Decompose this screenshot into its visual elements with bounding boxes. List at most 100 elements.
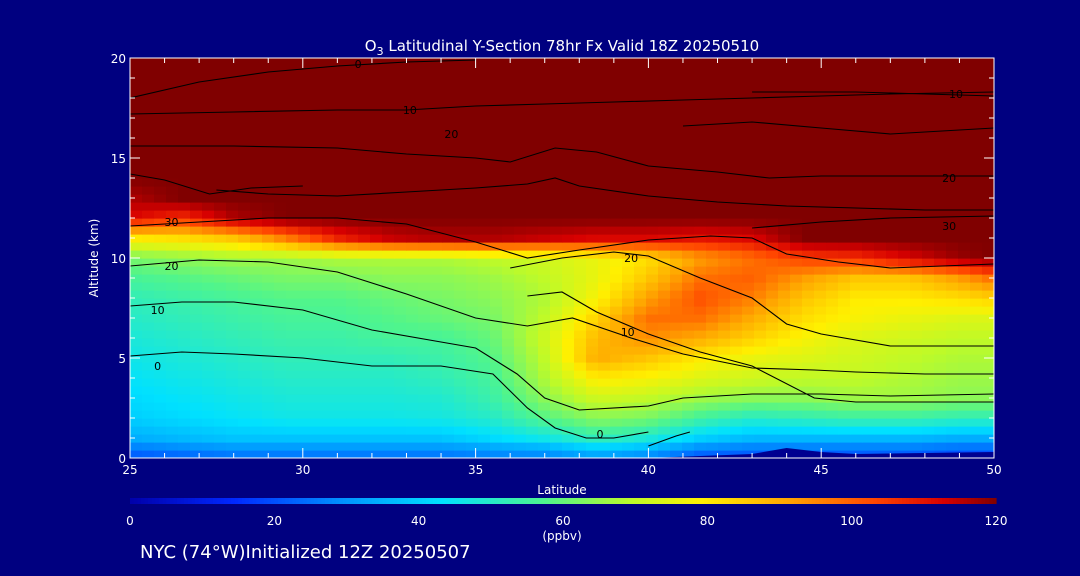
heatmap-cell <box>574 322 587 331</box>
heatmap-cell <box>826 274 839 283</box>
heatmap-cell <box>262 418 275 427</box>
heatmap-cell <box>322 242 335 251</box>
heatmap-cell <box>358 74 371 83</box>
heatmap-cell <box>742 210 755 219</box>
heatmap-cell <box>334 82 347 91</box>
heatmap-cell <box>682 250 695 259</box>
heatmap-cell <box>430 314 443 323</box>
heatmap-cell <box>262 66 275 75</box>
heatmap-cell <box>466 402 479 411</box>
heatmap-cell <box>346 218 359 227</box>
heatmap-cell <box>658 146 671 155</box>
heatmap-cell <box>178 234 191 243</box>
heatmap-cell <box>514 338 527 347</box>
heatmap-cell <box>694 210 707 219</box>
heatmap-cell <box>274 386 287 395</box>
heatmap-cell <box>478 386 491 395</box>
colorbar-swatch <box>180 498 185 504</box>
colorbar-swatch <box>837 498 842 504</box>
heatmap-cell <box>934 82 947 91</box>
colorbar-swatch <box>938 498 943 504</box>
heatmap-cell <box>874 202 887 211</box>
heatmap-cell <box>970 218 983 227</box>
heatmap-cell <box>862 130 875 139</box>
heatmap-cell <box>286 410 299 419</box>
heatmap-cell <box>670 74 683 83</box>
heatmap-cell <box>850 386 863 395</box>
heatmap-cell <box>766 426 779 435</box>
colorbar-swatch <box>949 498 954 504</box>
heatmap-cell <box>442 146 455 155</box>
heatmap-cell <box>346 154 359 163</box>
heatmap-cell <box>226 210 239 219</box>
heatmap-cell <box>970 98 983 107</box>
heatmap-cell <box>562 434 575 443</box>
heatmap-cell <box>982 282 994 291</box>
heatmap-cell <box>958 82 971 91</box>
heatmap-cell <box>178 250 191 259</box>
heatmap-cell <box>166 58 179 67</box>
heatmap-cell <box>910 394 923 403</box>
heatmap-cell <box>574 98 587 107</box>
heatmap-cell <box>514 58 527 67</box>
heatmap-cell <box>742 178 755 187</box>
heatmap-cell <box>658 194 671 203</box>
heatmap-cell <box>394 338 407 347</box>
heatmap-cell <box>694 58 707 67</box>
heatmap-cell <box>574 226 587 235</box>
heatmap-cell <box>838 346 851 355</box>
heatmap-cell <box>886 242 899 251</box>
heatmap-cell <box>658 202 671 211</box>
heatmap-cell <box>766 90 779 99</box>
heatmap-cell <box>850 186 863 195</box>
heatmap-cell <box>334 242 347 251</box>
heatmap-cell <box>886 226 899 235</box>
heatmap-cell <box>142 282 155 291</box>
heatmap-cell <box>346 290 359 299</box>
heatmap-cell <box>970 338 983 347</box>
heatmap-cell <box>910 226 923 235</box>
heatmap-cell <box>442 402 455 411</box>
heatmap-cell <box>370 162 383 171</box>
heatmap-cell <box>910 106 923 115</box>
heatmap-cell <box>166 218 179 227</box>
heatmap-cell <box>646 146 659 155</box>
colorbar-swatch <box>931 498 936 504</box>
heatmap-cell <box>178 282 191 291</box>
heatmap-cell <box>622 122 635 131</box>
heatmap-cell <box>130 274 143 283</box>
heatmap-cell <box>586 378 599 387</box>
heatmap-cell <box>238 394 251 403</box>
heatmap-cell <box>598 442 611 451</box>
heatmap-cell <box>814 434 827 443</box>
heatmap-cell <box>358 402 371 411</box>
heatmap-cell <box>226 218 239 227</box>
heatmap-cell <box>754 58 767 67</box>
heatmap-cell <box>250 410 263 419</box>
heatmap-cell <box>430 58 443 67</box>
heatmap-cell <box>946 170 959 179</box>
heatmap-cell <box>202 90 215 99</box>
heatmap-cell <box>946 186 959 195</box>
heatmap-cell <box>214 210 227 219</box>
heatmap-cell <box>190 434 203 443</box>
heatmap-cell <box>418 394 431 403</box>
heatmap-cell <box>850 58 863 67</box>
heatmap-cell <box>454 114 467 123</box>
heatmap-cell <box>766 362 779 371</box>
heatmap-cell <box>850 434 863 443</box>
heatmap-cell <box>766 178 779 187</box>
heatmap-cell <box>358 170 371 179</box>
heatmap-cell <box>586 386 599 395</box>
heatmap-cell <box>610 426 623 435</box>
heatmap-cell <box>670 250 683 259</box>
heatmap-cell <box>442 378 455 387</box>
heatmap-cell <box>310 146 323 155</box>
heatmap-cell <box>334 58 347 67</box>
heatmap-cell <box>850 298 863 307</box>
heatmap-cell <box>598 418 611 427</box>
contour-line <box>527 291 994 403</box>
heatmap-cell <box>982 298 994 307</box>
heatmap-cell <box>574 354 587 363</box>
heatmap-cell <box>142 274 155 283</box>
